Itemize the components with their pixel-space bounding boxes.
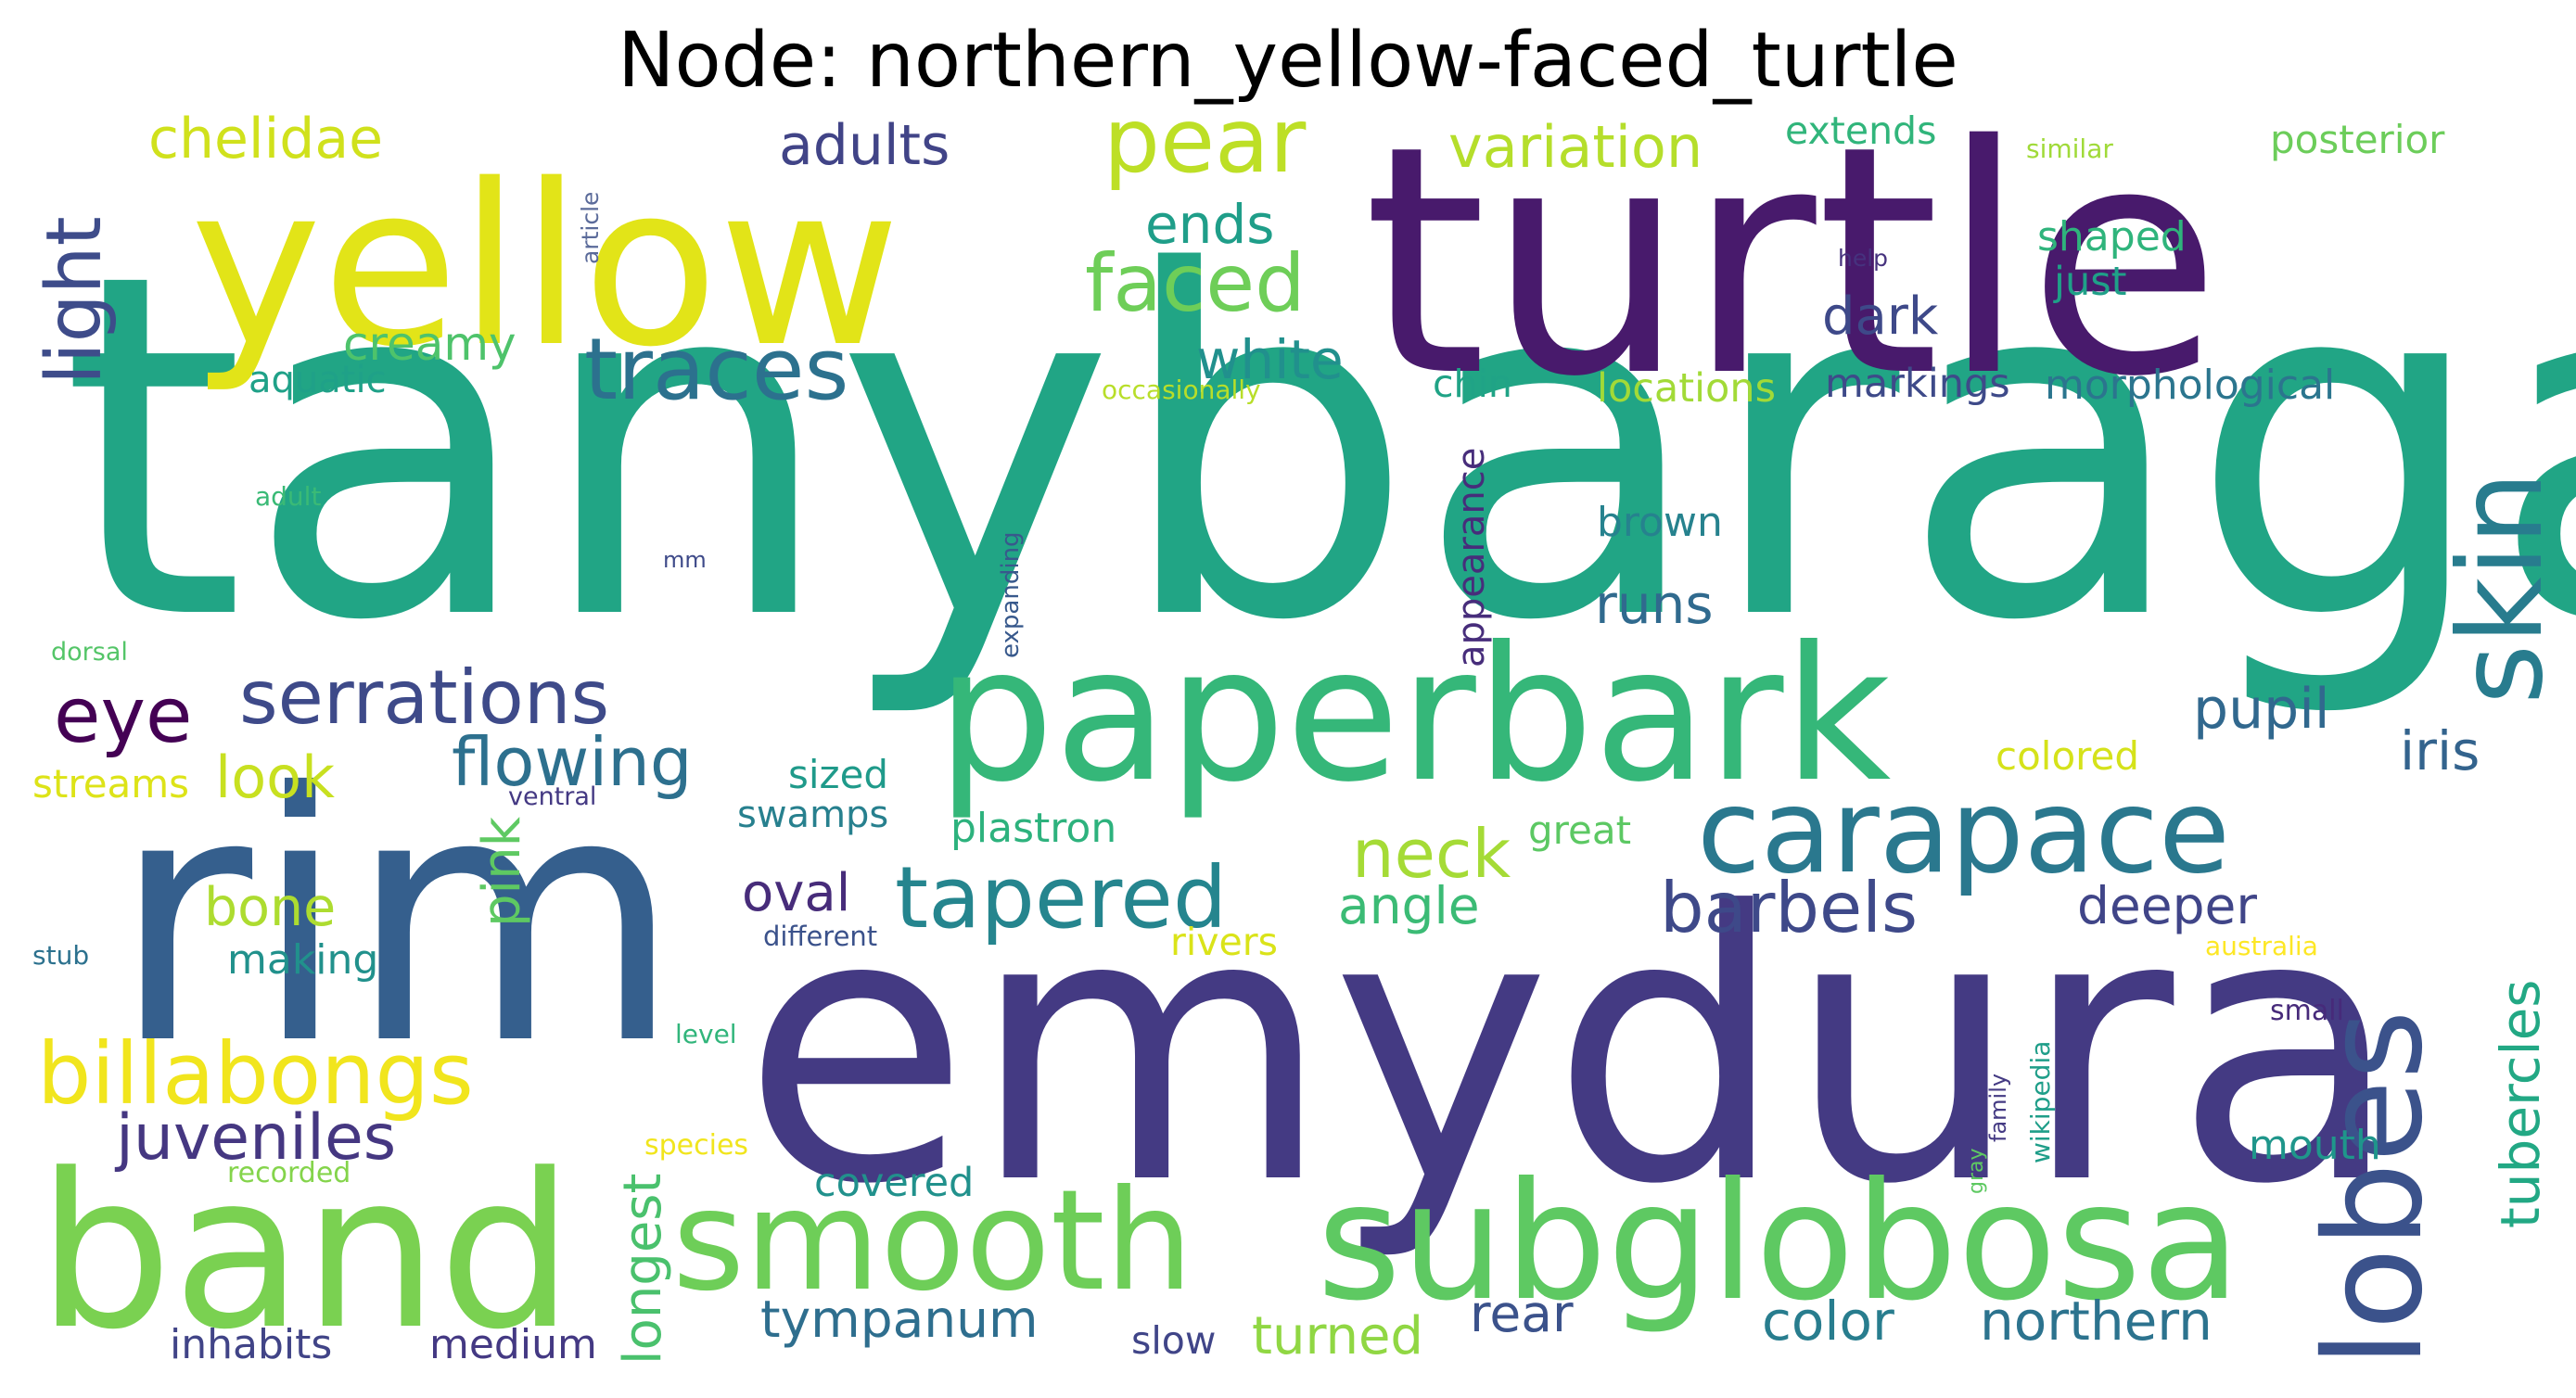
word-small: small <box>2270 995 2344 1027</box>
word-rivers: rivers <box>1170 920 1278 964</box>
word-tanybaraga: tanybaraga <box>60 174 2576 724</box>
word-pink: pink <box>472 816 532 927</box>
word-level: level <box>675 1019 737 1049</box>
word-mouth: mouth <box>2249 1122 2381 1169</box>
word-tubercles: tubercles <box>2489 980 2552 1228</box>
word-yellow: yellow <box>190 136 900 396</box>
word-inhabits: inhabits <box>170 1321 332 1368</box>
word-deeper: deeper <box>2077 876 2257 935</box>
word-posterior: posterior <box>2270 117 2445 162</box>
word-colored: colored <box>1996 733 2139 779</box>
word-recorded: recorded <box>227 1157 351 1189</box>
word-oval: oval <box>742 863 850 923</box>
word-streams: streams <box>32 761 189 807</box>
word-runs: runs <box>1595 573 1714 636</box>
word-variation: variation <box>1448 113 1702 181</box>
word-pupil: pupil <box>2193 677 2330 742</box>
word-species: species <box>644 1129 748 1162</box>
word-eye: eye <box>54 672 192 760</box>
word-tapered: tapered <box>895 848 1227 947</box>
word-shaped: shaped <box>2037 213 2187 261</box>
word-traces: traces <box>584 320 848 419</box>
word-swamps: swamps <box>737 794 888 836</box>
word-chin: chin <box>1433 362 1512 406</box>
word-smooth: smooth <box>672 1161 1193 1322</box>
word-white: white <box>1196 328 1344 391</box>
word-great: great <box>1528 807 1631 853</box>
word-adult: adult <box>255 481 321 512</box>
word-skin: skin <box>2434 472 2569 705</box>
word-color: color <box>1762 1290 1894 1353</box>
word-article: article <box>577 192 604 264</box>
word-carapace: carapace <box>1697 765 2230 899</box>
word-sized: sized <box>788 752 888 797</box>
word-different: different <box>763 921 877 952</box>
word-gray: gray <box>1965 1148 1988 1194</box>
word-mm: mm <box>663 547 707 573</box>
word-lobes: lobes <box>2296 1010 2453 1367</box>
word-rim: rim <box>111 721 682 1120</box>
word-ends: ends <box>1145 193 1274 256</box>
word-covered: covered <box>814 1160 974 1206</box>
word-longest: longest <box>613 1174 673 1365</box>
word-making: making <box>227 936 378 984</box>
word-brown: brown <box>1597 499 1723 546</box>
word-paperbark: paperbark <box>937 607 1891 823</box>
word-serrations: serrations <box>239 655 609 741</box>
word-expanding: expanding <box>997 531 1025 658</box>
word-extends: extends <box>1785 108 1936 153</box>
word-northern: northern <box>1980 1290 2213 1353</box>
word-faced: faced <box>1085 237 1306 330</box>
word-wikipedia: wikipedia <box>2025 1041 2056 1163</box>
word-angle: angle <box>1338 876 1480 935</box>
word-similar: similar <box>2026 133 2113 164</box>
word-aquatic: aquatic <box>249 359 387 401</box>
word-tympanum: tympanum <box>760 1290 1039 1349</box>
word-emydura: emydura <box>742 834 2401 1265</box>
word-australia: australia <box>2205 931 2318 961</box>
word-morphological: morphological <box>2045 362 2335 409</box>
word-neck: neck <box>1352 815 1511 893</box>
word-ventral: ventral <box>508 782 596 811</box>
word-turtle: turtle <box>1363 79 2222 446</box>
word-markings: markings <box>1825 361 2010 407</box>
word-locations: locations <box>1597 365 1776 412</box>
word-light: light <box>31 216 119 385</box>
word-flowing: flowing <box>452 723 693 801</box>
word-occasionally: occasionally <box>1102 375 1261 405</box>
word-help: help <box>1838 245 1888 272</box>
word-chelidae: chelidae <box>148 107 383 172</box>
word-turned: turned <box>1252 1306 1423 1366</box>
word-bone: bone <box>204 877 336 938</box>
word-look: look <box>215 743 335 811</box>
word-plastron: plastron <box>950 805 1116 852</box>
word-medium: medium <box>429 1321 597 1368</box>
word-family: family <box>1985 1074 2011 1142</box>
word-rear: rear <box>1470 1284 1574 1343</box>
word-band: band <box>37 1129 574 1377</box>
word-dark: dark <box>1822 286 1939 347</box>
word-just: just <box>2053 259 2126 305</box>
word-creamy: creamy <box>343 317 516 371</box>
word-slow: slow <box>1131 1318 1216 1363</box>
word-dorsal: dorsal <box>51 638 128 667</box>
word-iris: iris <box>2400 719 2480 782</box>
word-adults: adults <box>779 113 950 178</box>
word-juveniles: juveniles <box>114 1101 396 1175</box>
word-billabongs: billabongs <box>37 1024 474 1124</box>
chart-title: Node: northern_yellow-faced_turtle <box>618 17 1958 105</box>
word-pear: pear <box>1103 89 1307 193</box>
word-appearance: appearance <box>1450 448 1493 667</box>
word-stub: stub <box>32 940 89 971</box>
word-barbels: barbels <box>1660 867 1918 948</box>
word-subglobosa: subglobosa <box>1317 1149 2241 1337</box>
